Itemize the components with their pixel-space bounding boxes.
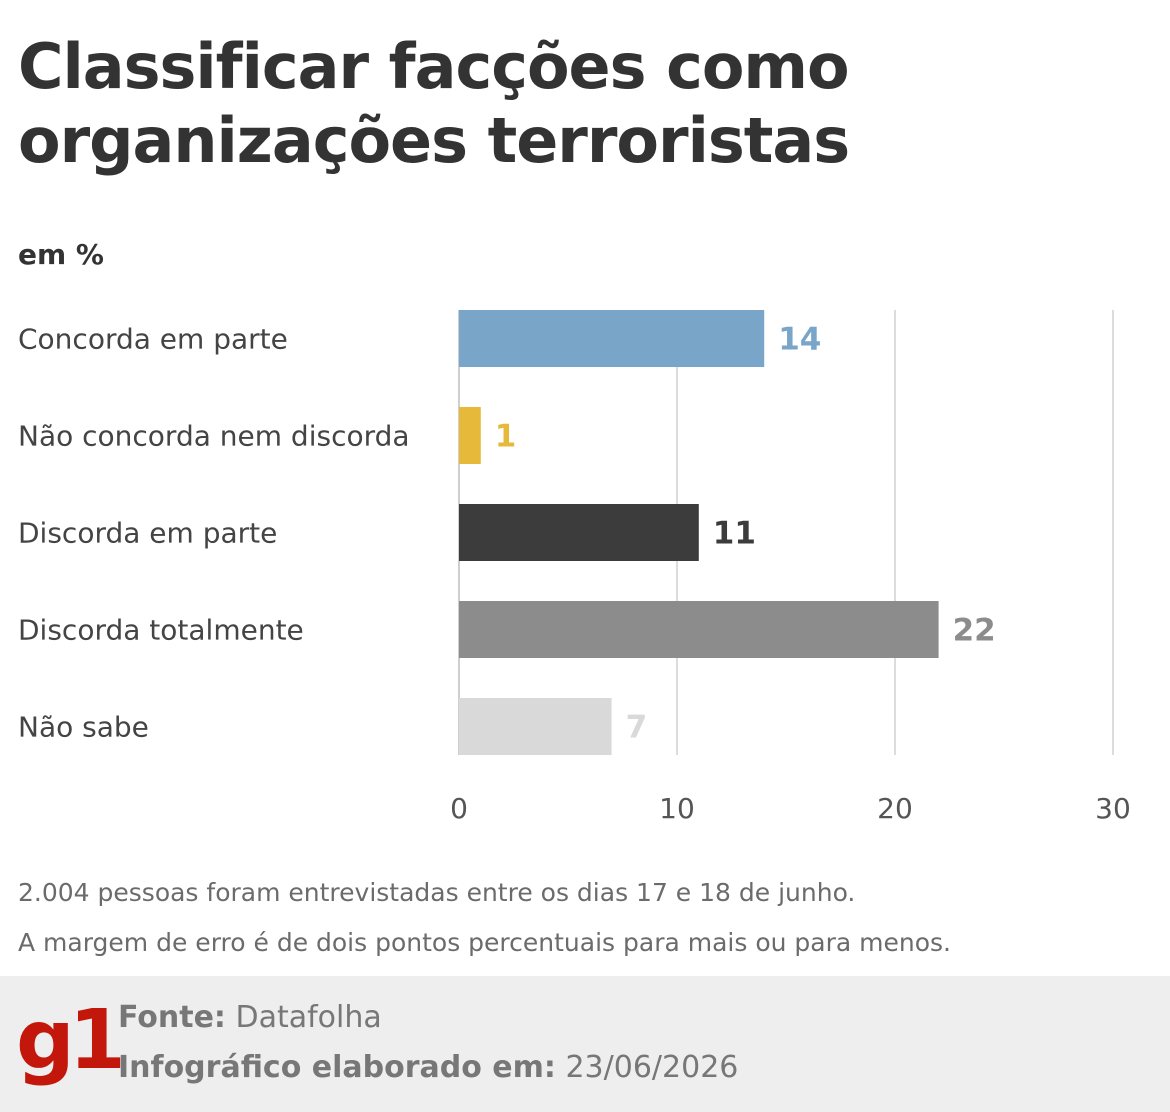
x-tick-label: 0 <box>450 792 468 825</box>
category-label: Não concorda nem discorda <box>18 420 410 453</box>
source-line: Fonte: Datafolha <box>118 1000 382 1035</box>
value-label: 11 <box>713 516 756 552</box>
value-label: 1 <box>495 419 517 455</box>
footer: g1 Fonte: Datafolha Infográfico elaborad… <box>0 976 1170 1112</box>
date-value: 23/06/2026 <box>565 1050 739 1085</box>
category-label: Discorda totalmente <box>18 614 304 647</box>
value-label: 7 <box>626 710 648 746</box>
category-label: Discorda em parte <box>18 517 277 550</box>
value-label: 22 <box>953 613 996 649</box>
margin-note: A margem de erro é de dois pontos percen… <box>18 928 952 957</box>
x-tick-label: 30 <box>1095 792 1131 825</box>
date-label: Infográfico elaborado em: <box>118 1050 556 1085</box>
source-value: Datafolha <box>235 1000 382 1035</box>
bar <box>459 407 481 464</box>
date-line: Infográfico elaborado em: 23/06/2026 <box>118 1050 738 1085</box>
source-label: Fonte: <box>118 1000 226 1035</box>
unit-label: em % <box>18 238 104 271</box>
bar-chart: 0 10 20 30 Concorda em parte 14 Não concorda n… <box>18 310 1131 825</box>
title-line-2: organizações terroristas <box>18 104 850 177</box>
g1-logo: g1 <box>16 993 126 1088</box>
bar <box>459 698 612 755</box>
x-tick-label: 10 <box>659 792 695 825</box>
bar <box>459 601 939 658</box>
bar <box>459 504 699 561</box>
value-label: 14 <box>778 322 821 358</box>
chart-title: Classificar facções como organizações te… <box>18 30 1138 178</box>
x-tick-label: 20 <box>877 792 913 825</box>
bar <box>459 310 765 367</box>
survey-note: 2.004 pessoas foram entrevistadas entre … <box>18 878 856 907</box>
title-line-1: Classificar facções como <box>18 30 850 103</box>
category-label: Concorda em parte <box>18 323 288 356</box>
category-label: Não sabe <box>18 711 149 744</box>
